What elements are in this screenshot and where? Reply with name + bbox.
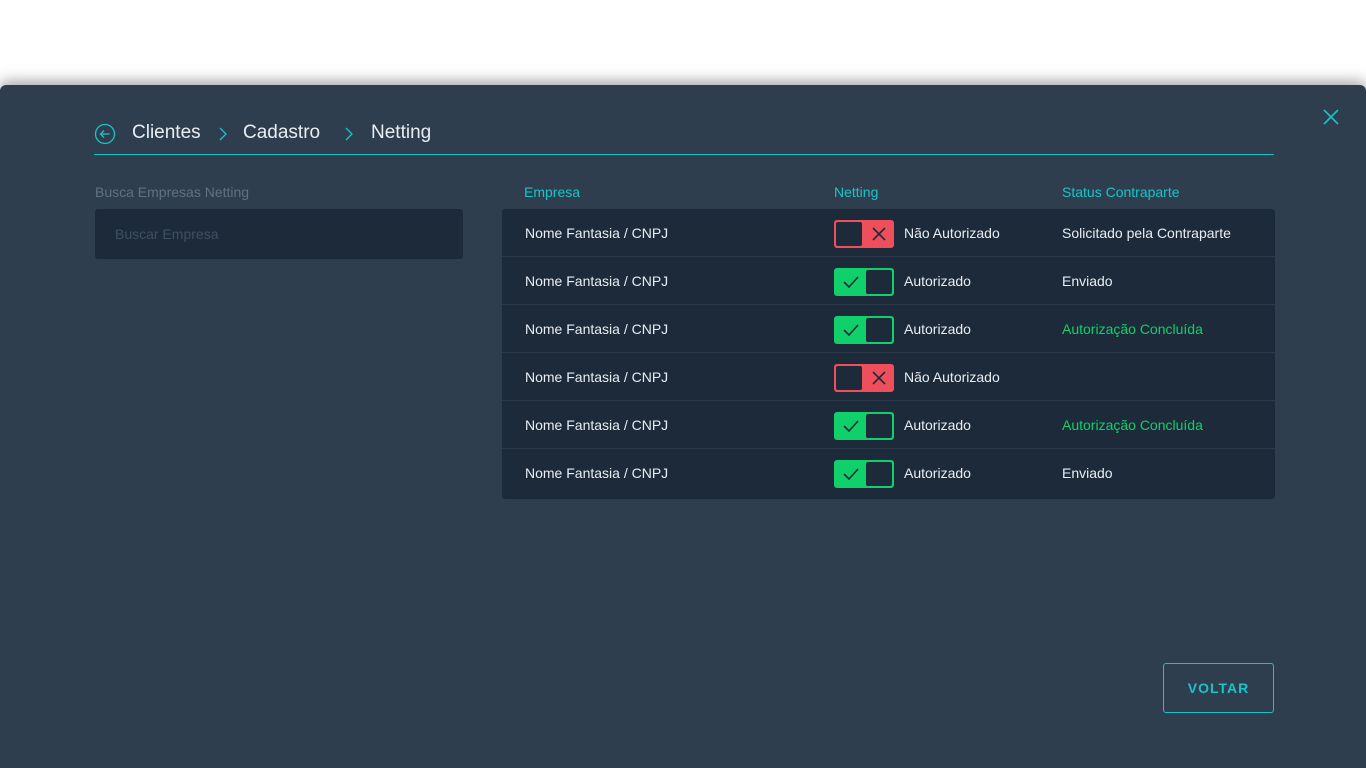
netting-table: Nome Fantasia / CNPJ Não Autorizado Soli… (502, 209, 1275, 499)
breadcrumb-item-clientes[interactable]: Clientes (132, 122, 201, 143)
toggle-knob (866, 462, 892, 486)
netting-toggle[interactable] (834, 460, 894, 488)
table-row: Nome Fantasia / CNPJ Não Autorizado (502, 353, 1275, 401)
status-cell: Enviado (1062, 465, 1113, 481)
netting-label: Não Autorizado (904, 225, 1000, 241)
netting-modal: Clientes Cadastro Netting Busca Empresas… (0, 85, 1366, 768)
table-row: Nome Fantasia / CNPJ Autorizado Autoriza… (502, 401, 1275, 449)
netting-label: Autorizado (904, 273, 971, 289)
column-header-empresa: Empresa (524, 184, 581, 200)
breadcrumb-item-netting: Netting (371, 122, 432, 143)
status-cell: Autorização Concluída (1062, 321, 1203, 337)
back-arrow-icon[interactable] (94, 123, 116, 145)
breadcrumb: Clientes Cadastro Netting (94, 111, 1274, 155)
check-icon (843, 276, 859, 289)
empresa-cell: Nome Fantasia / CNPJ (525, 417, 669, 433)
table-row: Nome Fantasia / CNPJ Autorizado Autoriza… (502, 305, 1275, 353)
x-icon (872, 227, 886, 241)
status-cell: Autorização Concluída (1062, 417, 1203, 433)
toggle-knob (836, 222, 862, 246)
table-row: Nome Fantasia / CNPJ Autorizado Enviado (502, 449, 1275, 497)
x-icon (872, 371, 886, 385)
chevron-right-icon (345, 127, 353, 141)
search-label: Busca Empresas Netting (95, 184, 250, 200)
empresa-cell: Nome Fantasia / CNPJ (525, 465, 669, 481)
column-header-netting: Netting (834, 184, 879, 200)
breadcrumb-item-cadastro[interactable]: Cadastro (243, 122, 321, 143)
empresa-cell: Nome Fantasia / CNPJ (525, 369, 669, 385)
netting-toggle[interactable] (834, 268, 894, 296)
status-cell: Solicitado pela Contraparte (1062, 225, 1231, 241)
netting-label: Não Autorizado (904, 369, 1000, 385)
netting-toggle[interactable] (834, 364, 894, 392)
netting-label: Autorizado (904, 321, 971, 337)
close-icon[interactable] (1322, 108, 1340, 126)
netting-label: Autorizado (904, 465, 971, 481)
empresa-cell: Nome Fantasia / CNPJ (525, 321, 669, 337)
column-header-status: Status Contraparte (1062, 184, 1180, 200)
netting-label: Autorizado (904, 417, 971, 433)
search-input[interactable] (95, 209, 463, 259)
table-row: Nome Fantasia / CNPJ Autorizado Enviado (502, 257, 1275, 305)
empresa-cell: Nome Fantasia / CNPJ (525, 225, 669, 241)
toggle-knob (866, 318, 892, 342)
table-row: Nome Fantasia / CNPJ Não Autorizado Soli… (502, 209, 1275, 257)
voltar-button[interactable]: VOLTAR (1163, 663, 1274, 713)
toggle-knob (866, 270, 892, 294)
chevron-right-icon (219, 127, 227, 141)
empresa-cell: Nome Fantasia / CNPJ (525, 273, 669, 289)
netting-toggle[interactable] (834, 220, 894, 248)
check-icon (843, 468, 859, 481)
netting-toggle[interactable] (834, 316, 894, 344)
check-icon (843, 324, 859, 337)
toggle-knob (866, 414, 892, 438)
status-cell: Enviado (1062, 273, 1113, 289)
check-icon (843, 420, 859, 433)
toggle-knob (836, 366, 862, 390)
netting-toggle[interactable] (834, 412, 894, 440)
